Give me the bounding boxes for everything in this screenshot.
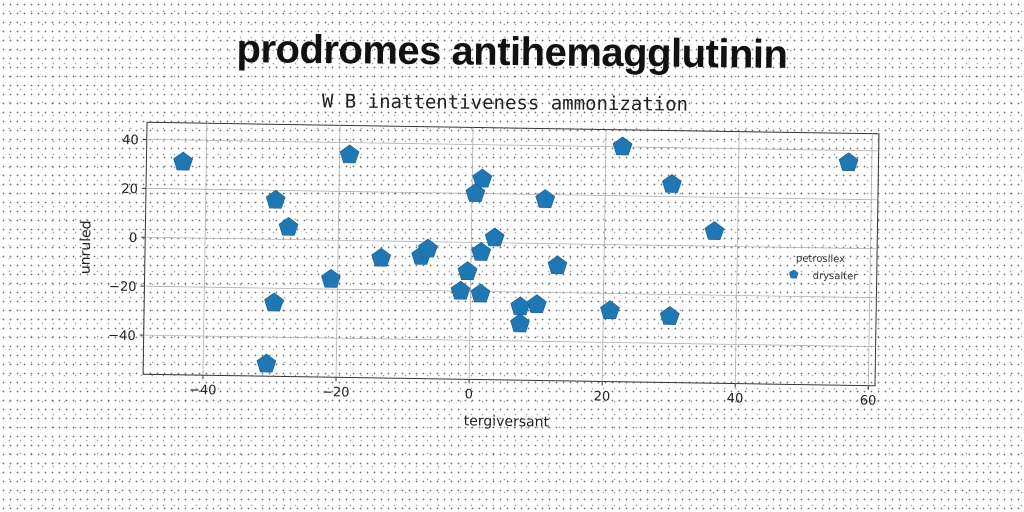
x-grid-line <box>734 131 740 384</box>
data-point <box>510 313 530 333</box>
data-point <box>465 183 486 202</box>
x-tick-label: −40 <box>189 383 217 398</box>
data-point <box>278 216 299 236</box>
y-axis-label: unruled <box>78 220 95 274</box>
y-tick-label: 20 <box>121 182 138 197</box>
data-point <box>662 173 682 193</box>
data-point <box>838 152 859 172</box>
data-point <box>471 241 492 261</box>
grid-lines <box>143 123 879 386</box>
data-point <box>527 294 547 314</box>
x-grid-line <box>867 133 873 386</box>
data-point <box>321 268 341 288</box>
data-points <box>173 136 859 373</box>
data-point <box>339 144 360 164</box>
legend-title: petrosilex <box>796 253 845 265</box>
legend-series-label: drysalter <box>813 271 859 283</box>
x-tick-label: 0 <box>465 387 474 402</box>
x-axis-label: tergiversant <box>464 413 550 430</box>
x-tick-label: 60 <box>860 394 877 409</box>
legend-marker <box>788 269 799 279</box>
data-point <box>470 283 491 303</box>
data-point <box>371 247 392 267</box>
y-tick-label: 0 <box>129 231 138 246</box>
data-point <box>418 238 438 258</box>
y-tick-label: −40 <box>108 329 136 344</box>
x-grid-line <box>468 127 474 380</box>
x-tick-label: −20 <box>322 385 350 400</box>
y-tick-label: −20 <box>109 280 137 295</box>
data-point <box>600 300 620 320</box>
y-grid-line <box>146 139 879 152</box>
y-grid-line <box>145 236 878 250</box>
legend: petrosilex drysalter <box>788 253 859 283</box>
data-point <box>659 306 680 325</box>
x-grid-line <box>601 129 607 382</box>
data-point <box>612 136 633 156</box>
data-point <box>264 292 284 312</box>
data-point <box>457 261 478 281</box>
y-grid-line <box>143 334 876 348</box>
data-point <box>472 168 493 188</box>
data-point <box>484 227 505 247</box>
data-point <box>265 189 286 209</box>
y-axis-ticks: 40 20 0 −20 −40 <box>108 133 147 344</box>
data-point <box>535 189 556 208</box>
x-grid-line <box>335 125 341 378</box>
x-tick-label: 40 <box>727 391 744 406</box>
data-point <box>547 255 568 275</box>
y-grid-line <box>145 187 878 201</box>
data-point <box>173 151 193 171</box>
data-point <box>450 280 471 300</box>
y-grid-line <box>144 285 877 299</box>
data-point <box>256 353 277 373</box>
data-point <box>510 296 531 316</box>
plot-area <box>142 121 880 387</box>
x-axis-ticks: −40 −20 0 20 40 60 <box>189 375 877 409</box>
x-grid-line <box>202 123 208 376</box>
y-tick-label: 40 <box>122 133 139 148</box>
legend-marker-pentagon <box>788 269 799 279</box>
data-point <box>704 221 725 241</box>
x-tick-label: 20 <box>594 389 611 404</box>
